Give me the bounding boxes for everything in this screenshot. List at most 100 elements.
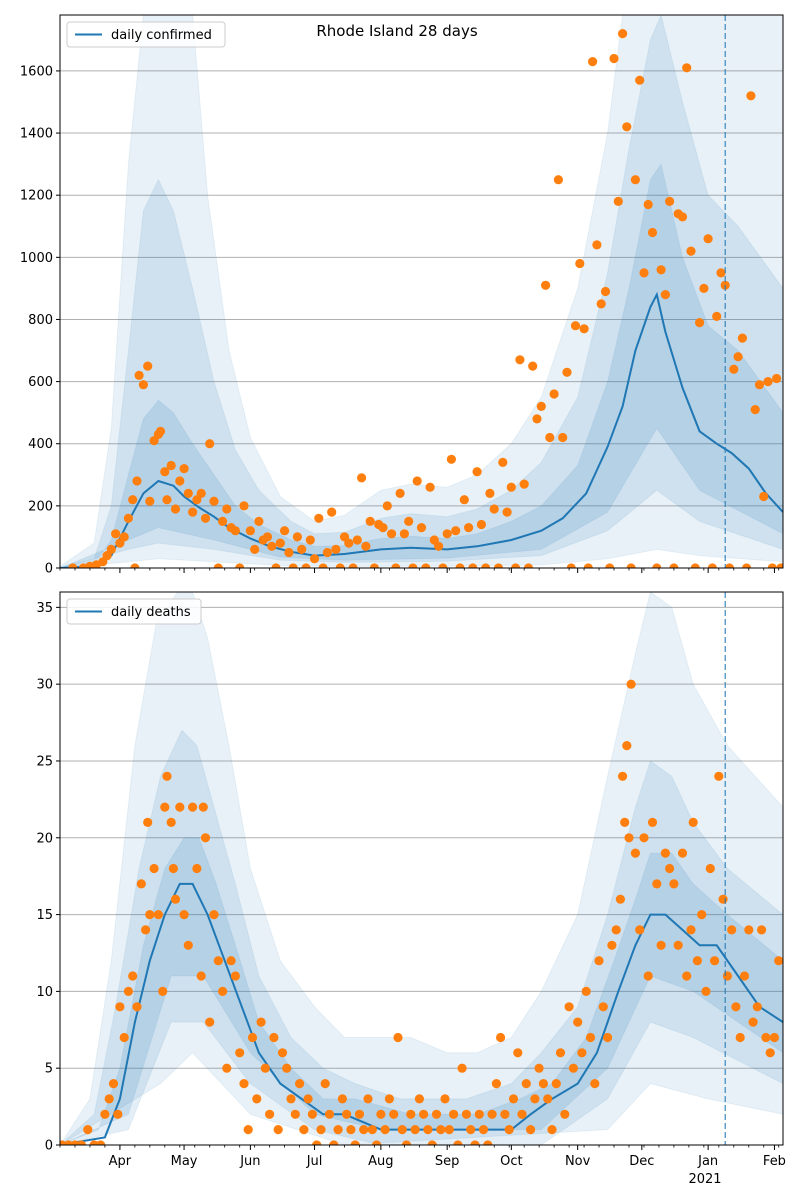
observed-point	[247, 1032, 258, 1043]
plot-area	[60, 15, 783, 568]
observed-point	[209, 496, 219, 506]
observed-point	[729, 364, 739, 374]
observed-point	[83, 1125, 93, 1135]
observed-point	[378, 523, 388, 533]
observed-point	[515, 355, 525, 365]
observed-point	[541, 280, 551, 290]
observed-point	[434, 541, 444, 551]
observed-point	[361, 541, 371, 551]
observed-point	[209, 910, 219, 920]
observed-point	[76, 1140, 86, 1145]
observed-point	[776, 563, 783, 568]
observed-point	[337, 1094, 347, 1104]
observed-point	[570, 321, 581, 331]
observed-point	[200, 833, 211, 843]
observed-point	[312, 1140, 322, 1145]
observed-point	[132, 1002, 142, 1012]
observed-point	[752, 1002, 762, 1012]
observed-point	[322, 547, 332, 558]
observed-point	[579, 324, 589, 334]
observed-point	[309, 554, 320, 564]
observed-point	[297, 544, 307, 555]
observed-point	[590, 1079, 600, 1089]
observed-point	[521, 1079, 531, 1089]
y-tick-label: 1600	[20, 64, 53, 79]
observed-point	[299, 1125, 309, 1135]
observed-point	[739, 971, 750, 981]
observed-point	[359, 1125, 369, 1135]
x-tick-label: Feb	[763, 1154, 786, 1169]
observed-point	[528, 361, 538, 371]
observed-point	[288, 563, 298, 568]
observed-point	[774, 956, 783, 966]
observed-point	[508, 1094, 519, 1104]
observed-point	[130, 563, 140, 568]
observed-point	[626, 563, 636, 568]
observed-point	[198, 802, 208, 812]
observed-point	[243, 1125, 253, 1135]
observed-point	[466, 1125, 476, 1135]
observed-point	[468, 563, 478, 568]
observed-point	[707, 563, 717, 568]
observed-point	[558, 432, 568, 443]
observed-point	[303, 1094, 313, 1104]
observed-point	[425, 482, 435, 492]
observed-point	[453, 1140, 463, 1145]
observed-point	[545, 432, 555, 443]
observed-point	[744, 925, 754, 935]
observed-point	[256, 1017, 266, 1027]
observed-point	[179, 464, 189, 474]
observed-point	[568, 1063, 579, 1073]
observed-point	[613, 196, 623, 206]
observed-point	[470, 1140, 480, 1145]
observed-point	[643, 971, 653, 981]
observed-point	[155, 426, 166, 436]
observed-point	[397, 1125, 407, 1135]
observed-point	[344, 538, 354, 548]
y-tick-label: 10	[36, 985, 53, 1000]
observed-point	[716, 268, 726, 278]
observed-point	[763, 377, 773, 387]
observed-point	[307, 1109, 317, 1119]
observed-point	[254, 516, 264, 527]
observed-point	[457, 1063, 467, 1073]
observed-point	[714, 771, 724, 781]
observed-point	[575, 258, 585, 269]
observed-point	[160, 467, 170, 477]
observed-point	[665, 863, 675, 874]
observed-point	[68, 563, 78, 568]
observed-point	[692, 956, 703, 966]
observed-point	[267, 541, 277, 551]
observed-point	[534, 1063, 544, 1073]
observed-point	[245, 526, 255, 536]
x-tick-label: Sep	[435, 1154, 460, 1169]
observed-point	[205, 439, 215, 449]
observed-point	[365, 516, 375, 527]
observed-point	[483, 1140, 493, 1145]
observed-point	[585, 1032, 596, 1043]
observed-point	[635, 925, 645, 935]
observed-point	[153, 910, 163, 920]
observed-point	[138, 380, 148, 390]
observed-point	[431, 1109, 442, 1119]
y-tick-label: 1200	[20, 189, 53, 204]
observed-point	[286, 1094, 296, 1104]
observed-point	[451, 526, 461, 536]
x-tick-label: Jul	[306, 1154, 323, 1169]
observed-point	[600, 286, 611, 297]
observed-point	[235, 563, 245, 568]
axes-frame	[59, 591, 784, 1146]
observed-point	[560, 1109, 570, 1119]
observed-point	[639, 268, 649, 278]
observed-point	[697, 910, 707, 920]
y-tick-label: 400	[28, 437, 53, 452]
observed-point	[699, 283, 709, 293]
observed-point	[196, 971, 206, 981]
observed-point	[647, 227, 658, 238]
observed-point	[705, 863, 715, 874]
observed-point	[464, 523, 474, 533]
observed-point	[459, 495, 469, 505]
observed-point	[384, 1094, 394, 1104]
observed-point	[566, 563, 576, 568]
observed-point	[660, 290, 671, 300]
